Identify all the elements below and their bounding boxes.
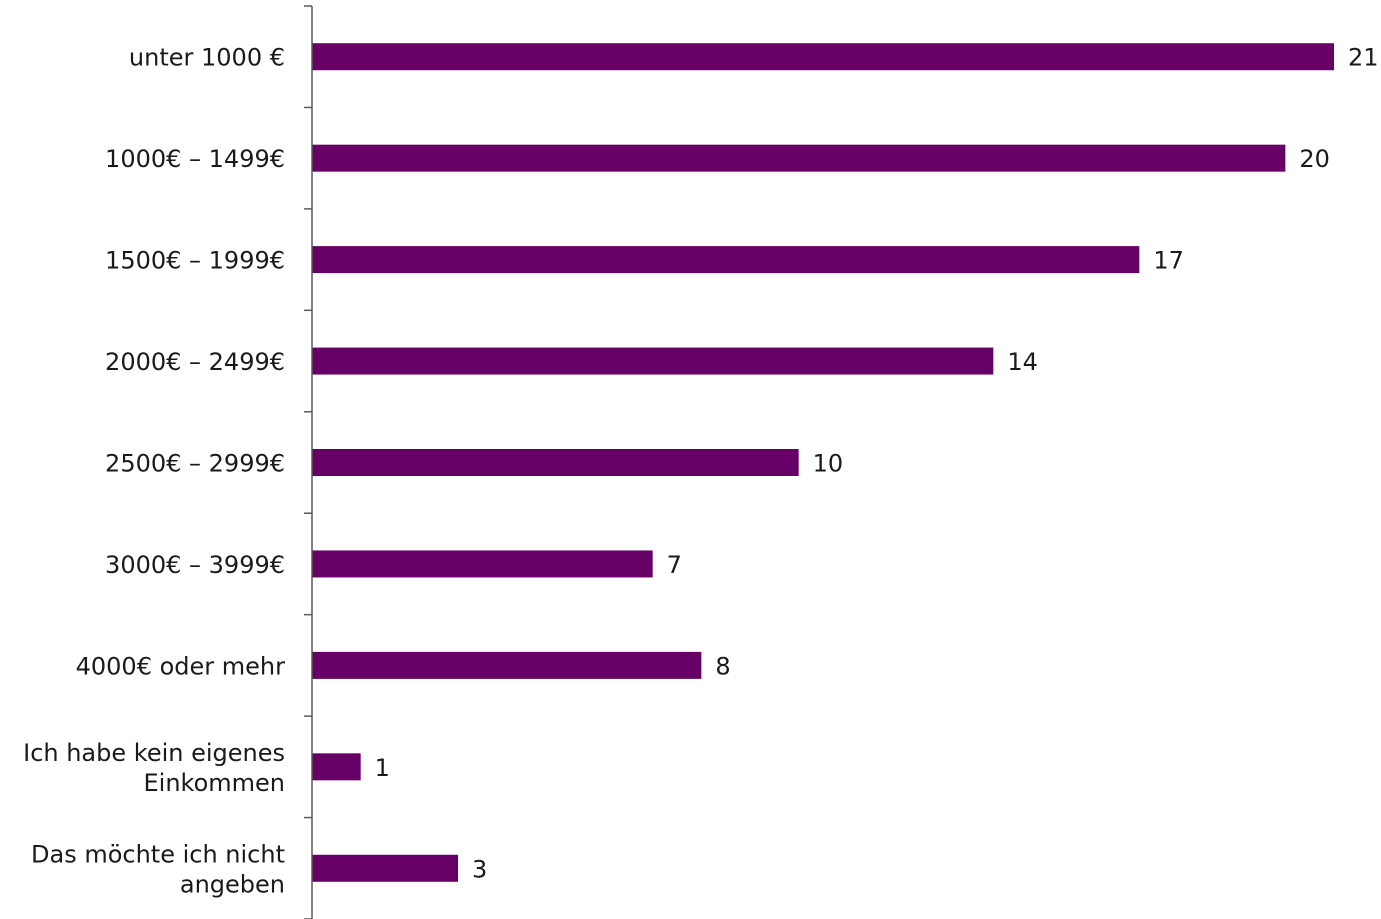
bar (312, 449, 799, 476)
value-label: 20 (1299, 145, 1330, 173)
bar (312, 347, 994, 375)
category-label: 2500€ – 2999€ (105, 450, 285, 478)
category-label: 3000€ – 3999€ (105, 551, 285, 579)
category-label: 2000€ – 2499€ (105, 348, 285, 376)
value-label: 17 (1153, 247, 1184, 275)
value-label: 3 (472, 855, 487, 883)
category-label: angeben (180, 870, 285, 898)
value-label: 1 (375, 754, 390, 782)
bar (312, 854, 458, 882)
bar (312, 144, 1286, 172)
value-labels: 21 20 17 14 10 7 8 1 3 (375, 44, 1379, 884)
y-axis-ticks (304, 5, 312, 919)
value-label: 10 (813, 450, 844, 478)
category-label: 4000€ oder mehr (76, 652, 286, 680)
category-label: 1500€ – 1999€ (105, 247, 285, 275)
bar (312, 753, 361, 781)
value-label: 7 (667, 551, 682, 579)
bar (312, 550, 653, 578)
value-label: 21 (1348, 44, 1379, 72)
value-label: 14 (1007, 348, 1038, 376)
value-label: 8 (715, 652, 730, 680)
category-label: 1000€ – 1499€ (105, 145, 285, 173)
bar (312, 246, 1140, 274)
category-label: Ich habe kein eigenes (23, 739, 285, 767)
bars (312, 43, 1334, 882)
category-label: unter 1000 € (129, 44, 285, 72)
bar (312, 43, 1334, 71)
bar (312, 651, 702, 679)
category-label: Das möchte ich nicht (31, 840, 285, 868)
category-labels: unter 1000 € 1000€ – 1499€ 1500€ – 1999€ 20… (23, 44, 285, 899)
category-label: Einkommen (143, 769, 285, 797)
